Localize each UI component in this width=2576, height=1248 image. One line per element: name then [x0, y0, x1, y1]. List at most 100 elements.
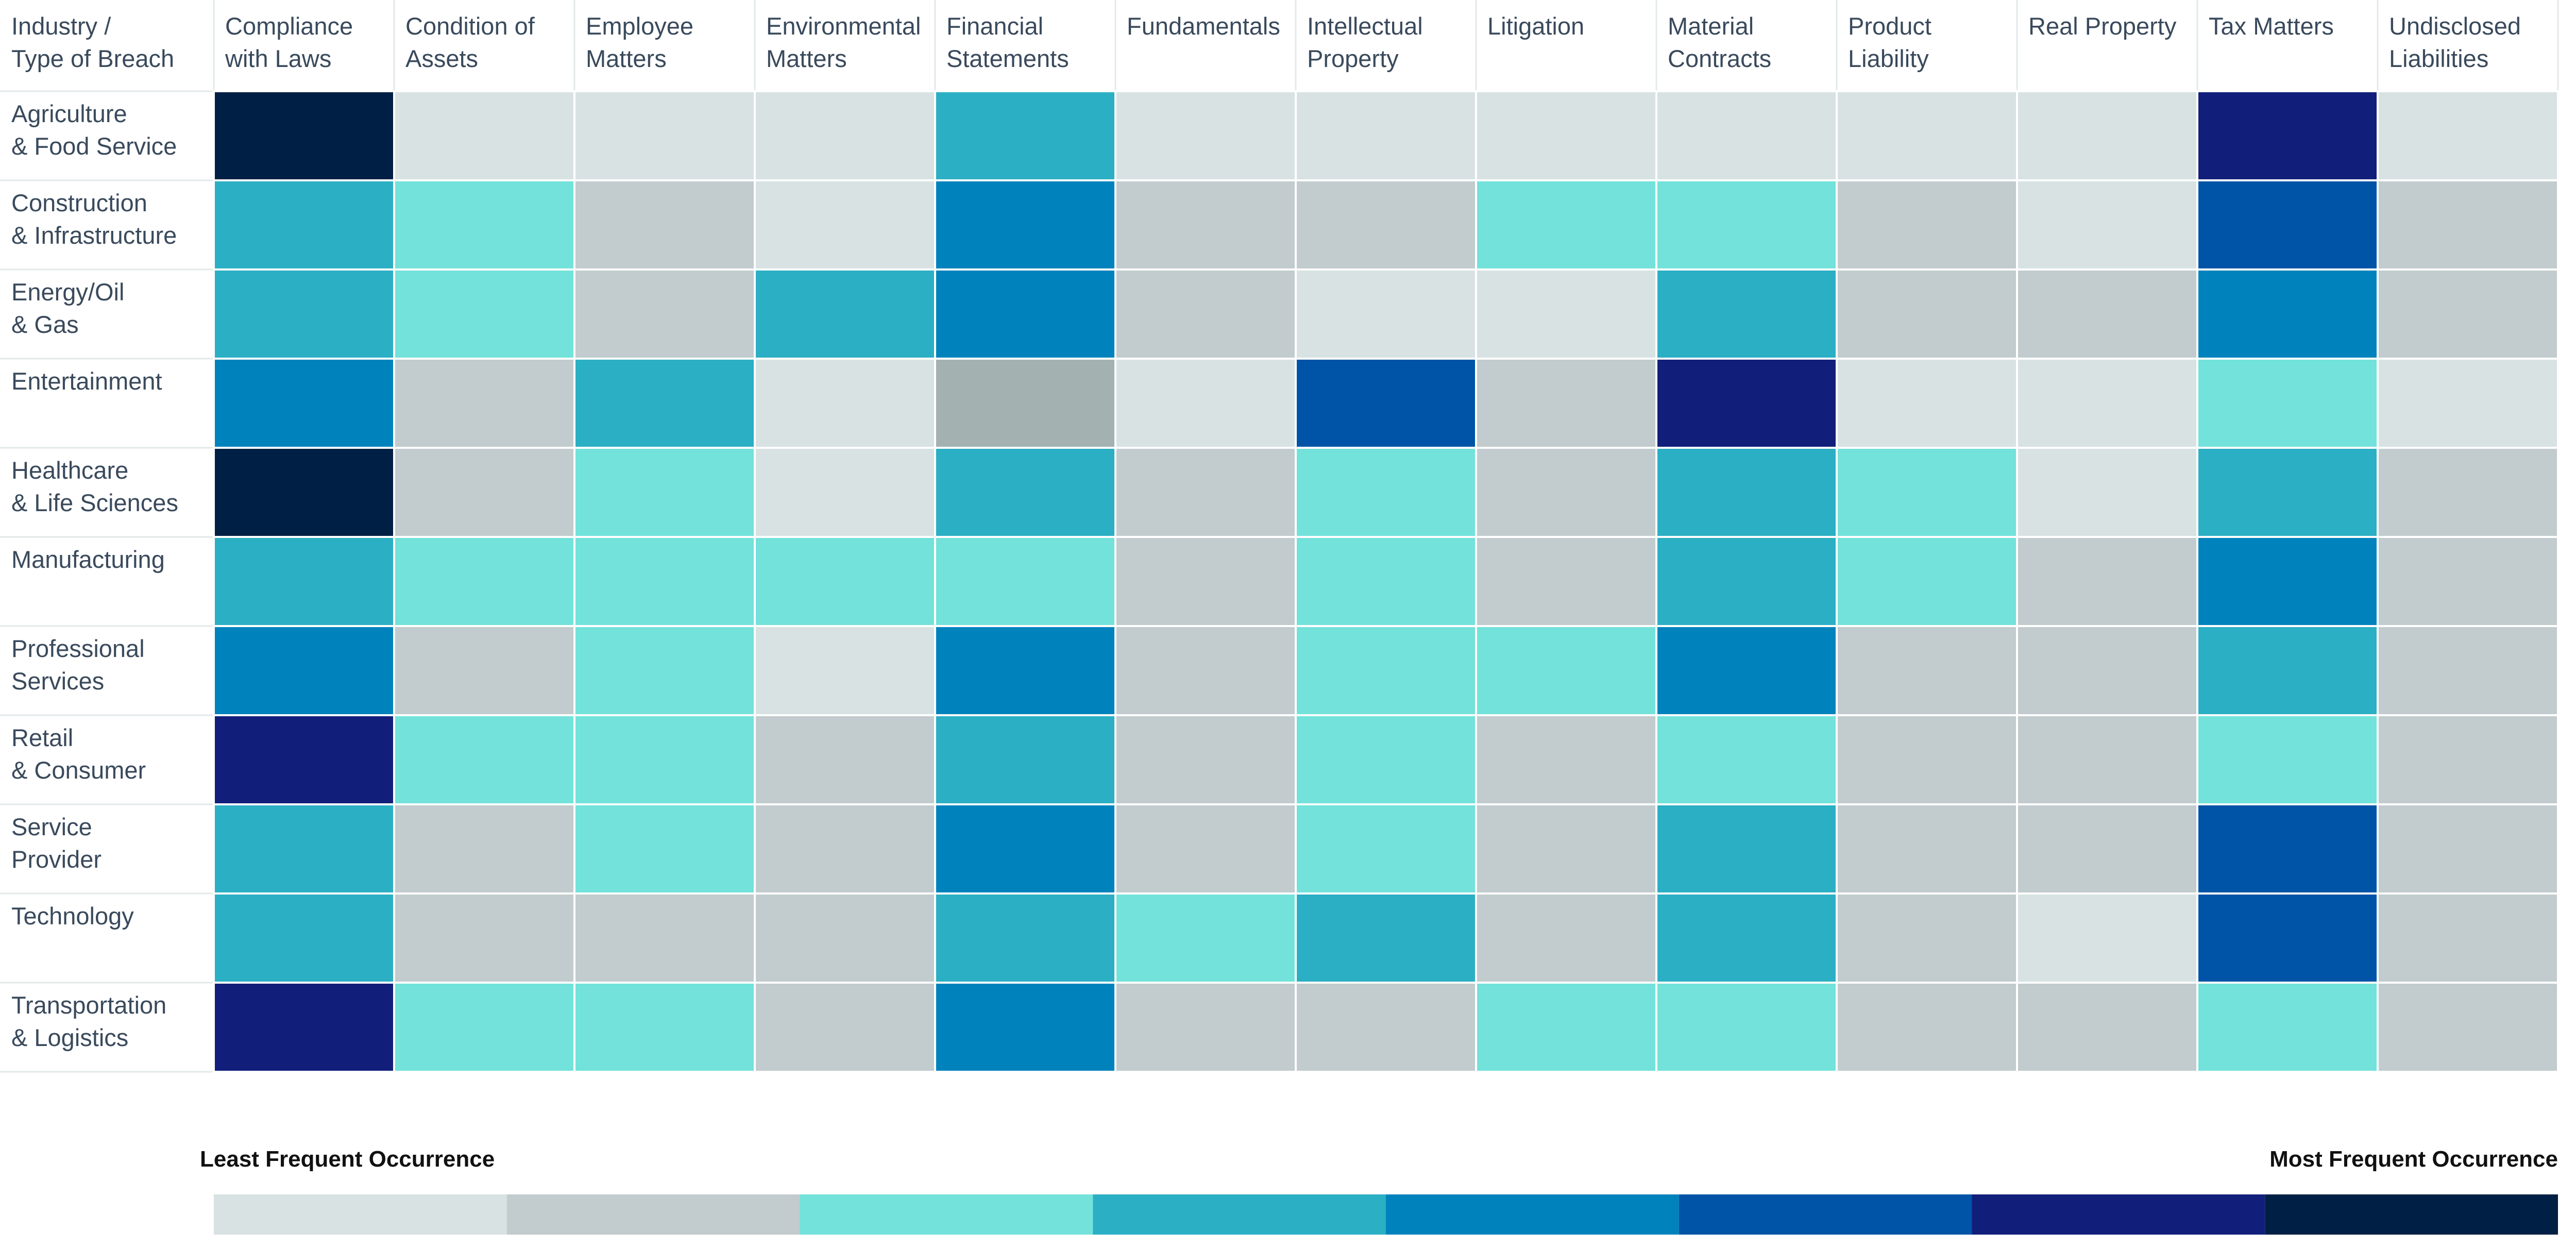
- row-header-professional-services-line: Services: [11, 667, 104, 695]
- heatmap-cell-construction-infrastructure-undisclosed-liabilities: [2377, 179, 2559, 271]
- row-header-manufacturing: Manufacturing: [11, 546, 165, 573]
- heatmap-cell-agriculture-food-service-material-contracts: [1655, 90, 1838, 181]
- heatmap-cell-energy-oil-gas-compliance-with-laws: [213, 268, 395, 360]
- heatmap-cell-manufacturing-material-contracts: [1655, 536, 1838, 627]
- col-header-fundamentals-line: Fundamentals: [1127, 12, 1280, 40]
- heatmap-cell-manufacturing-real-property: [2016, 536, 2198, 627]
- heatmap-cell-construction-infrastructure-real-property: [2016, 179, 2198, 271]
- heatmap-cell-retail-consumer-fundamentals: [1114, 714, 1297, 805]
- legend-swatch-level-8: [2265, 1194, 2558, 1235]
- col-header-compliance-with-laws-line: Compliance: [225, 12, 353, 40]
- heatmap-cell-technology-material-contracts: [1655, 892, 1838, 984]
- heatmap-cell-agriculture-food-service-product-liability: [1836, 90, 2018, 181]
- heatmap-cell-service-provider-material-contracts: [1655, 803, 1838, 895]
- heatmap-cell-professional-services-tax-matters: [2196, 625, 2379, 716]
- col-header-undisclosed-liabilities-line: Liabilities: [2389, 45, 2488, 72]
- col-header-undisclosed-liabilities: Undisclosed Liabilities: [2389, 12, 2521, 72]
- heatmap-cell-healthcare-life-sciences-condition-of-assets: [393, 447, 575, 538]
- heatmap-cell-technology-condition-of-assets: [393, 892, 575, 984]
- row-header-energy-oil-gas-line: & Gas: [11, 311, 79, 338]
- corner-label-text-line: Industry /: [11, 12, 111, 40]
- heatmap-cell-agriculture-food-service-fundamentals: [1114, 90, 1297, 181]
- corner-label-text: Industry / Type of Breach: [11, 12, 174, 72]
- heatmap-cell-retail-consumer-compliance-with-laws: [213, 714, 395, 805]
- heatmap-cell-service-provider-product-liability: [1836, 803, 2018, 895]
- heatmap-cell-professional-services-material-contracts: [1655, 625, 1838, 716]
- heatmap-cell-manufacturing-product-liability: [1836, 536, 2018, 627]
- heatmap-cell-construction-infrastructure-fundamentals: [1114, 179, 1297, 271]
- heatmap-cell-healthcare-life-sciences-intellectual-property: [1295, 447, 1477, 538]
- heatmap-cell-service-provider-fundamentals: [1114, 803, 1297, 895]
- heatmap-cell-entertainment-undisclosed-liabilities: [2377, 358, 2559, 449]
- legend-swatch-level-7: [1972, 1194, 2265, 1235]
- heatmap-cell-agriculture-food-service-environmental-matters: [754, 90, 936, 181]
- heatmap-cell-healthcare-life-sciences-litigation: [1475, 447, 1657, 538]
- legend: Least Frequent Occurrence Most Frequent …: [200, 1146, 2558, 1235]
- heatmap-cell-service-provider-undisclosed-liabilities: [2377, 803, 2559, 895]
- heatmap-cell-agriculture-food-service-tax-matters: [2196, 90, 2379, 181]
- heatmap-cell-healthcare-life-sciences-employee-matters: [573, 447, 756, 538]
- col-header-financial-statements-line: Financial: [946, 12, 1043, 40]
- heatmap-cell-technology-litigation: [1475, 892, 1657, 984]
- col-header-environmental-matters-line: Environmental: [766, 12, 921, 40]
- heatmap-cell-energy-oil-gas-fundamentals: [1114, 268, 1297, 360]
- heatmap-cell-manufacturing-fundamentals: [1114, 536, 1297, 627]
- row-header-agriculture-food-service-line: & Food Service: [11, 132, 177, 160]
- heatmap-cell-service-provider-financial-statements: [934, 803, 1116, 895]
- heatmap-cell-entertainment-tax-matters: [2196, 358, 2379, 449]
- heatmap-cell-technology-compliance-with-laws: [213, 892, 395, 984]
- row-header-transportation-logistics-line: & Logistics: [11, 1024, 128, 1051]
- heatmap-cell-service-provider-environmental-matters: [754, 803, 936, 895]
- legend-swatch-level-2: [506, 1194, 800, 1235]
- heatmap-cell-entertainment-fundamentals: [1114, 358, 1297, 449]
- col-header-financial-statements: Financial Statements: [946, 12, 1069, 72]
- heatmap-cell-technology-environmental-matters: [754, 892, 936, 984]
- heatmap-cell-professional-services-intellectual-property: [1295, 625, 1477, 716]
- heatmap-cell-service-provider-intellectual-property: [1295, 803, 1477, 895]
- heatmap-cell-retail-consumer-financial-statements: [934, 714, 1116, 805]
- heatmap-cell-construction-infrastructure-compliance-with-laws: [213, 179, 395, 271]
- heatmap-cell-construction-infrastructure-environmental-matters: [754, 179, 936, 271]
- heatmap-cell-retail-consumer-tax-matters: [2196, 714, 2379, 805]
- heatmap-cell-healthcare-life-sciences-compliance-with-laws: [213, 447, 395, 538]
- heatmap-cell-transportation-logistics-financial-statements: [934, 982, 1116, 1073]
- row-header-professional-services-line: Professional: [11, 635, 145, 662]
- legend-min-label: Least Frequent Occurrence: [200, 1146, 495, 1172]
- heatmap-cell-technology-tax-matters: [2196, 892, 2379, 984]
- heatmap-cell-entertainment-litigation: [1475, 358, 1657, 449]
- heatmap-cell-energy-oil-gas-employee-matters: [573, 268, 756, 360]
- heatmap-cell-construction-infrastructure-product-liability: [1836, 179, 2018, 271]
- heatmap-cell-transportation-logistics-undisclosed-liabilities: [2377, 982, 2559, 1073]
- heatmap-cell-agriculture-food-service-real-property: [2016, 90, 2198, 181]
- row-header-manufacturing-line: Manufacturing: [11, 546, 165, 573]
- heatmap-cell-retail-consumer-product-liability: [1836, 714, 2018, 805]
- heatmap-cell-transportation-logistics-real-property: [2016, 982, 2198, 1073]
- heatmap-cell-manufacturing-condition-of-assets: [393, 536, 575, 627]
- heatmap-cell-technology-fundamentals: [1114, 892, 1297, 984]
- col-header-employee-matters-line: Matters: [586, 45, 667, 72]
- heatmap-cell-professional-services-product-liability: [1836, 625, 2018, 716]
- heatmap-cell-service-provider-tax-matters: [2196, 803, 2379, 895]
- col-header-litigation: Litigation: [1487, 12, 1584, 40]
- heatmap-cell-entertainment-compliance-with-laws: [213, 358, 395, 449]
- heatmap-cell-energy-oil-gas-litigation: [1475, 268, 1657, 360]
- row-header-technology-line: Technology: [11, 902, 134, 930]
- row-header-professional-services: Professional Services: [11, 635, 145, 695]
- heatmap-cell-agriculture-food-service-compliance-with-laws: [213, 90, 395, 181]
- col-header-material-contracts-line: Material: [1668, 12, 1754, 40]
- heatmap-cell-retail-consumer-environmental-matters: [754, 714, 936, 805]
- row-header-construction-infrastructure-line: Construction: [11, 189, 147, 216]
- heatmap-cell-manufacturing-litigation: [1475, 536, 1657, 627]
- col-header-environmental-matters-line: Matters: [766, 45, 847, 72]
- col-header-intellectual-property-line: Property: [1307, 45, 1399, 72]
- heatmap-cell-professional-services-litigation: [1475, 625, 1657, 716]
- heatmap-cell-service-provider-employee-matters: [573, 803, 756, 895]
- row-header-healthcare-life-sciences: Healthcare & Life Sciences: [11, 457, 178, 516]
- heatmap-cell-construction-infrastructure-intellectual-property: [1295, 179, 1477, 271]
- heatmap-cell-transportation-logistics-compliance-with-laws: [213, 982, 395, 1073]
- row-header-transportation-logistics-line: Transportation: [11, 991, 166, 1019]
- heatmap-cell-entertainment-material-contracts: [1655, 358, 1838, 449]
- heatmap-cell-manufacturing-intellectual-property: [1295, 536, 1477, 627]
- row-header-retail-consumer-line: & Consumer: [11, 756, 146, 784]
- col-header-condition-of-assets-line: Assets: [405, 45, 478, 72]
